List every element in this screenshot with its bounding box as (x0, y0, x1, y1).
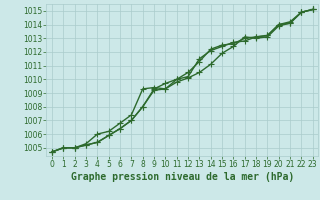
X-axis label: Graphe pression niveau de la mer (hPa): Graphe pression niveau de la mer (hPa) (71, 172, 294, 182)
